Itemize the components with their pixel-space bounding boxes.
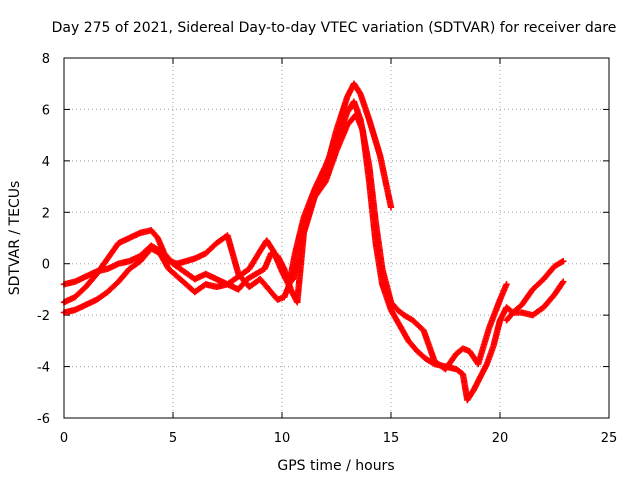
plot-frame [63, 57, 610, 419]
x-tick-label: 20 [492, 431, 509, 446]
x-tick-label: 25 [601, 431, 618, 446]
data-point [560, 278, 567, 285]
x-tick-label: 15 [383, 431, 400, 446]
grid [64, 58, 609, 418]
y-tick-label: -2 [37, 309, 50, 324]
data-points [60, 80, 567, 404]
series-trace-b [60, 98, 510, 373]
y-axis-label: SDTVAR / TECUs [7, 181, 23, 296]
data-point [560, 257, 567, 265]
x-tick-label: 5 [169, 431, 177, 446]
y-tick-label: 8 [42, 52, 50, 67]
axis-ticks: 0 5 10 15 20 25 -6 -4 -2 0 2 4 6 8 [37, 52, 617, 446]
y-tick-label: 6 [42, 103, 50, 118]
y-tick-label: -6 [37, 412, 50, 427]
chart-title: Day 275 of 2021, Sidereal Day-to-day VTE… [52, 20, 617, 36]
y-tick-label: 2 [42, 206, 50, 221]
y-tick-label: 0 [42, 258, 50, 273]
x-tick-label: 0 [60, 431, 68, 446]
series-trace-d [503, 257, 567, 324]
data-point [503, 281, 510, 288]
data-point [387, 203, 395, 211]
y-tick-label: 4 [42, 155, 50, 170]
y-tick-label: -4 [37, 361, 50, 376]
x-axis-label: GPS time / hours [277, 458, 394, 474]
x-tick-label: 10 [274, 431, 291, 446]
series-trace-c [60, 111, 567, 404]
trace-marker [559, 279, 566, 287]
